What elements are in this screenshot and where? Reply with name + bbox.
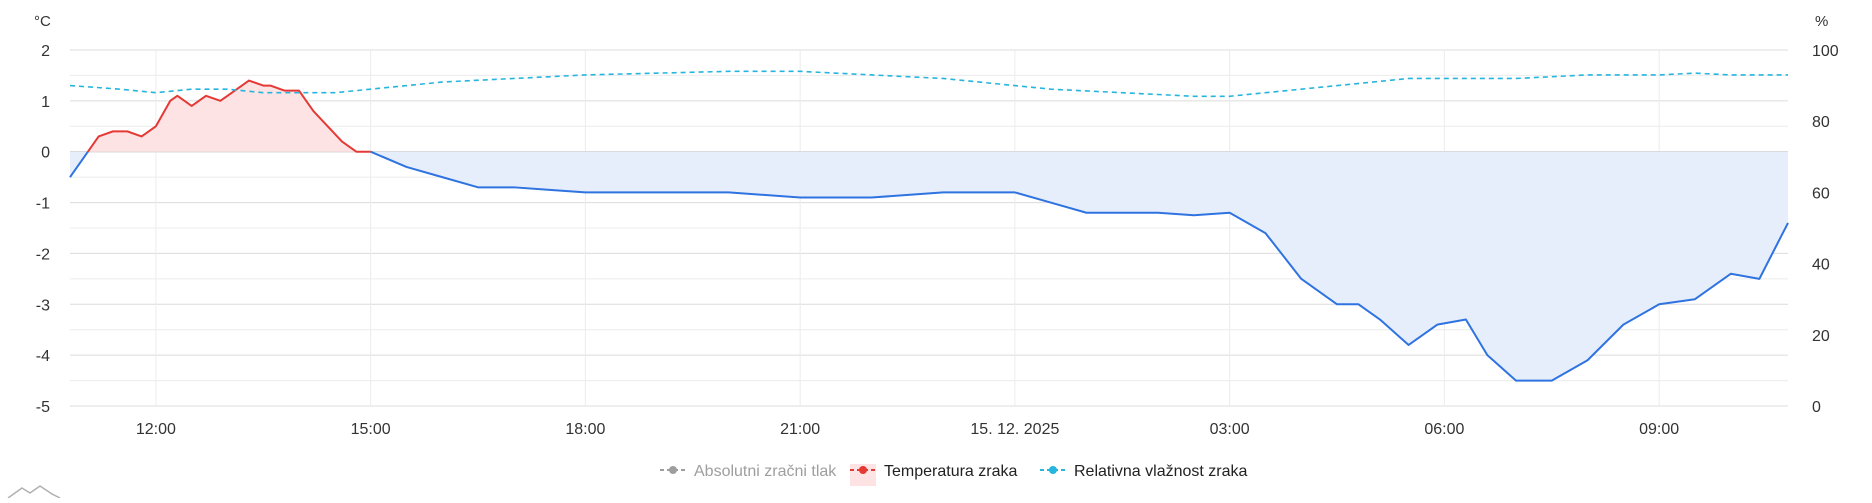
legend-item[interactable]: Temperatura zraka	[850, 463, 1017, 486]
y-right-tick-label: 40	[1812, 257, 1830, 274]
legend-dot-icon	[669, 466, 677, 474]
x-tick-label: 15:00	[351, 421, 391, 438]
legend-label: Absolutni zračni tlak	[694, 463, 837, 480]
legend-dot-icon	[1049, 466, 1057, 474]
y-left-tick-label: 1	[41, 94, 50, 111]
y-left-tick-label: -4	[36, 348, 50, 365]
mini-chart-icon[interactable]	[7, 485, 61, 499]
right-axis-unit: %	[1815, 13, 1828, 30]
x-tick-label: 06:00	[1424, 421, 1464, 438]
y-left-tick-label: -1	[36, 196, 50, 213]
legend-item[interactable]: Absolutni zračni tlak	[660, 463, 837, 480]
y-right-tick-label: 20	[1812, 328, 1830, 345]
temperature-line-below-zero	[370, 150, 1789, 382]
temperature-area-below-zero	[370, 151, 1788, 381]
axis-layer: °C % 2 1 0 -1 -2 -3 -4 -5 100 80 60 40 20 0 12:00 15:00…	[34, 13, 1839, 438]
x-tick-label: 03:00	[1210, 421, 1250, 438]
y-left-tick-label: 0	[41, 145, 50, 162]
y-left-tick-label: 2	[41, 43, 50, 60]
legend-fill-swatch	[850, 464, 876, 486]
x-tick-label: 15. 12. 2025	[970, 421, 1059, 438]
x-tick-label: 18:00	[565, 421, 605, 438]
legend-item[interactable]: Relativna vlažnost zraka	[1040, 463, 1248, 480]
legend: Absolutni zračni tlak Temperatura zraka Re…	[660, 463, 1248, 486]
y-left-tick-label: -5	[36, 399, 50, 416]
legend-label: Temperatura zraka	[884, 463, 1017, 480]
y-left-tick-label: -3	[36, 297, 50, 314]
left-axis-unit: °C	[34, 13, 51, 30]
line-layer	[69, 70, 1789, 382]
x-tick-label: 12:00	[136, 421, 176, 438]
legend-label: Relativna vlažnost zraka	[1074, 463, 1248, 480]
legend-dot-icon	[859, 466, 867, 474]
x-tick-label: 21:00	[780, 421, 820, 438]
humidity-line	[69, 70, 1788, 98]
y-right-tick-label: 100	[1812, 43, 1839, 60]
temperature-line-above-zero	[87, 79, 371, 153]
y-right-tick-label: 60	[1812, 185, 1830, 202]
y-right-tick-label: 80	[1812, 114, 1830, 131]
x-tick-label: 09:00	[1639, 421, 1679, 438]
temperature-area-above-zero	[87, 80, 371, 152]
y-right-tick-label: 0	[1812, 399, 1821, 416]
y-left-tick-label: -2	[36, 246, 50, 263]
temperature-line-below-zero	[69, 151, 89, 178]
